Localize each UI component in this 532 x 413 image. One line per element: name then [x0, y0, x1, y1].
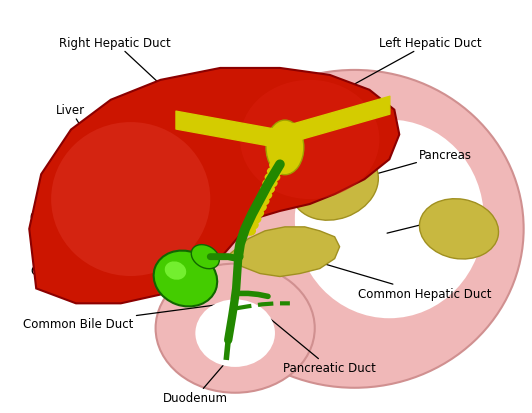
Text: Liver: Liver — [56, 104, 114, 182]
Polygon shape — [230, 227, 339, 277]
Text: Duodenum: Duodenum — [163, 365, 228, 404]
Text: Common Bile Duct: Common Bile Duct — [23, 304, 226, 330]
Ellipse shape — [51, 123, 210, 276]
Ellipse shape — [251, 209, 264, 218]
Ellipse shape — [295, 120, 484, 318]
Ellipse shape — [195, 300, 275, 367]
Text: Stomach: Stomach — [387, 208, 491, 234]
Ellipse shape — [192, 245, 219, 269]
Ellipse shape — [264, 173, 280, 183]
Text: Pancreas: Pancreas — [342, 149, 472, 184]
Ellipse shape — [258, 191, 272, 201]
Ellipse shape — [155, 264, 315, 393]
Text: Common Hepatic Duct: Common Hepatic Duct — [293, 255, 491, 300]
Ellipse shape — [244, 226, 256, 236]
Ellipse shape — [246, 221, 259, 230]
Ellipse shape — [269, 161, 286, 171]
Ellipse shape — [266, 121, 304, 175]
Text: Right Hepatic Duct: Right Hepatic Duct — [59, 36, 198, 120]
Ellipse shape — [276, 143, 294, 153]
Ellipse shape — [165, 262, 186, 280]
Text: Left Hepatic Duct: Left Hepatic Duct — [332, 36, 482, 97]
Ellipse shape — [267, 167, 283, 177]
Ellipse shape — [248, 214, 261, 224]
Ellipse shape — [419, 199, 498, 259]
Text: Gallbladder: Gallbladder — [29, 211, 163, 273]
Ellipse shape — [253, 202, 267, 212]
Ellipse shape — [255, 197, 270, 206]
Ellipse shape — [260, 185, 275, 195]
Ellipse shape — [291, 149, 378, 221]
Ellipse shape — [273, 149, 291, 159]
Polygon shape — [29, 69, 400, 304]
Text: Cystic Duct: Cystic Duct — [31, 259, 212, 278]
Ellipse shape — [262, 179, 278, 189]
Ellipse shape — [271, 155, 288, 165]
Ellipse shape — [154, 251, 217, 307]
Ellipse shape — [240, 81, 379, 199]
Text: Pancreatic Duct: Pancreatic Duct — [257, 309, 376, 375]
Ellipse shape — [186, 71, 523, 388]
